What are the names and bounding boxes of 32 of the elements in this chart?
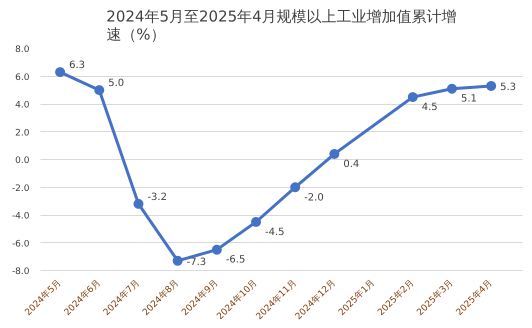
data-label: 5.0: [108, 78, 124, 90]
data-label: -2.0: [304, 192, 324, 204]
data-label: 5.1: [460, 94, 477, 105]
point: [212, 244, 222, 255]
y-tick-label: 0.0: [15, 156, 30, 166]
point: [408, 92, 418, 102]
point: [446, 84, 457, 94]
point: [133, 198, 144, 209]
y-tick-label: 6.0: [15, 72, 30, 83]
y-tick-label: -6.0: [12, 239, 30, 250]
y-tick-label: -4.0: [12, 212, 30, 222]
point: [290, 182, 300, 192]
y-tick-label: 2.0: [15, 128, 30, 138]
y-tick-label: -8.0: [12, 267, 30, 277]
chart-title: 2024年5月至2025年4月规模以上工业增加值累计增速（%）: [106, 8, 457, 44]
data-label: 6.3: [69, 60, 85, 72]
point: [94, 85, 104, 96]
y-tick-label: 8.0: [15, 45, 30, 55]
y-tick-label: 4.0: [15, 100, 30, 110]
point: [329, 148, 340, 159]
data-label: -6.5: [226, 254, 246, 266]
point: [251, 216, 262, 227]
point: [55, 67, 66, 78]
point: [486, 80, 496, 91]
data-label: -4.5: [265, 226, 285, 238]
data-label: -7.3: [186, 256, 206, 268]
y-tick-label: -2.0: [12, 184, 30, 194]
data-label: 0.4: [343, 158, 360, 170]
data-label: -3.2: [147, 192, 167, 203]
data-label: 5.3: [500, 82, 516, 93]
point: [172, 256, 183, 266]
data-label: 4.5: [422, 102, 438, 114]
